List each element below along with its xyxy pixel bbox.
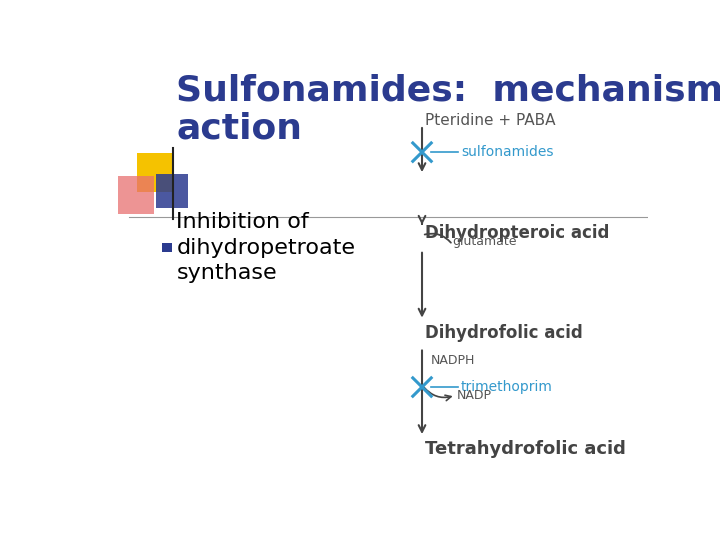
Text: trimethoprim: trimethoprim: [461, 380, 553, 394]
Text: NADPH: NADPH: [431, 354, 474, 367]
Text: Pteridine + PABA: Pteridine + PABA: [425, 113, 555, 129]
Text: glutamate: glutamate: [453, 235, 517, 248]
Text: Dihydropteroic acid: Dihydropteroic acid: [425, 224, 609, 242]
Bar: [162, 243, 172, 252]
Text: Tetrahydrofolic acid: Tetrahydrofolic acid: [425, 441, 626, 458]
Text: sulfonamides: sulfonamides: [461, 145, 554, 159]
Text: Inhibition of
dihydropetroate
synthase: Inhibition of dihydropetroate synthase: [176, 212, 356, 284]
Text: Dihydrofolic acid: Dihydrofolic acid: [425, 324, 582, 342]
Bar: [138, 153, 174, 192]
Bar: [118, 176, 154, 214]
Text: NADP: NADP: [457, 389, 492, 402]
Bar: [156, 174, 188, 208]
Text: Sulfonamides:  mechanism of
action: Sulfonamides: mechanism of action: [176, 73, 720, 145]
